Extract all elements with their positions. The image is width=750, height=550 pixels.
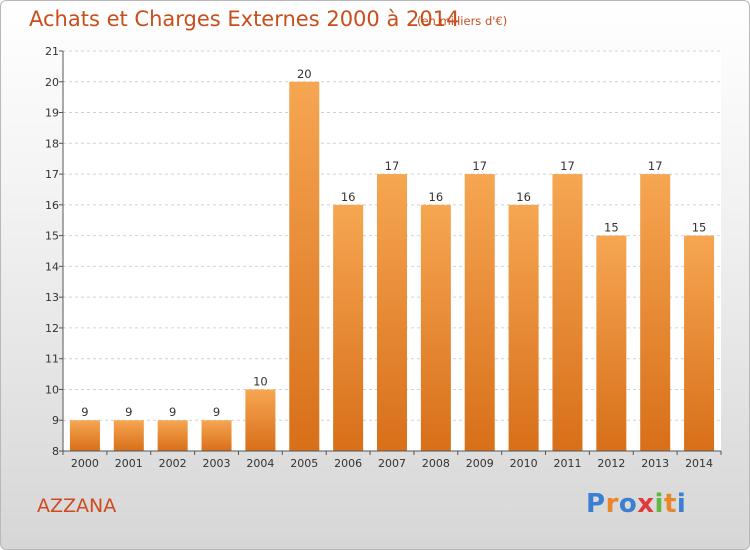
bar-2007: [377, 174, 407, 452]
bar-value-label: 16: [341, 190, 356, 204]
y-tick-label: 19: [45, 107, 59, 120]
x-tick-label: 2009: [466, 457, 494, 470]
logo-letter: o: [618, 489, 638, 519]
logo-letter: P: [586, 489, 606, 519]
bar-2013: [640, 174, 671, 452]
y-tick-label: 14: [45, 260, 59, 273]
y-tick-label: 12: [45, 322, 59, 335]
x-tick-label: 2014: [685, 457, 713, 470]
x-tick-label: 2005: [290, 457, 318, 470]
bar-2001: [113, 420, 144, 451]
logo-letter: x: [637, 489, 655, 519]
y-tick-label: 10: [45, 383, 59, 396]
x-tick-label: 2006: [334, 457, 362, 470]
bar-2014: [684, 235, 715, 451]
bar-2012: [596, 235, 627, 451]
bar-2000: [69, 420, 100, 451]
bar-value-label: 9: [125, 405, 132, 419]
bar-value-label: 9: [81, 405, 88, 419]
x-tick-label: 2010: [510, 457, 538, 470]
x-tick-label: 2013: [641, 457, 669, 470]
y-tick-label: 16: [45, 199, 59, 212]
bar-value-label: 9: [213, 405, 220, 419]
y-tick-label: 9: [52, 414, 59, 427]
y-tick-label: 20: [45, 76, 59, 89]
x-tick-label: 2004: [246, 457, 274, 470]
axes: [62, 51, 721, 452]
y-tick-label: 13: [45, 291, 59, 304]
bar-value-label: 16: [516, 190, 531, 204]
bar-2004: [245, 389, 276, 451]
chart-title: Achats et Charges Externes 2000 à 2014: [29, 7, 460, 31]
bar-value-labels: 9 9 9 9 10 20 16 17 16 17 16 17 15 17 15: [81, 67, 706, 419]
x-tick-label: 2012: [597, 457, 625, 470]
bar-2010: [508, 204, 539, 451]
y-tick-label: 8: [52, 445, 59, 458]
logo-letter: i: [654, 489, 664, 519]
logo-letter: r: [605, 489, 619, 519]
x-axis-ticks: 2000 2001 2002 2003 2004 2005 2006 2007 2008 2009…: [62, 451, 722, 470]
bar-value-label: 15: [604, 221, 619, 235]
bar-2003: [201, 420, 232, 451]
bars: [69, 81, 715, 452]
x-tick-label: 2008: [422, 457, 450, 470]
bar-2002: [157, 420, 188, 451]
bar-2006: [333, 204, 364, 451]
x-tick-label: 2001: [115, 457, 143, 470]
x-tick-label: 2002: [159, 457, 187, 470]
x-tick-label: 2011: [553, 457, 581, 470]
bar-value-label: 17: [472, 159, 487, 173]
chart-subtitle: (en milliers d'€): [417, 14, 508, 28]
x-tick-label: 2000: [71, 457, 99, 470]
bar-value-label: 15: [692, 221, 707, 235]
y-tick-label: 15: [45, 230, 59, 243]
logo-letter: i: [676, 489, 687, 519]
bar-2005: [289, 81, 320, 452]
x-tick-label: 2007: [378, 457, 406, 470]
bar-value-label: 17: [648, 159, 663, 173]
bar-value-label: 10: [253, 374, 268, 388]
bar-value-label: 17: [560, 159, 575, 173]
y-tick-label: 18: [45, 137, 59, 150]
bar-2011: [552, 174, 583, 452]
bar-value-label: 17: [385, 159, 400, 173]
logo-letter: t: [663, 489, 677, 519]
x-tick-label: 2003: [203, 457, 231, 470]
y-tick-label: 11: [45, 353, 59, 366]
bar-2008: [420, 204, 451, 451]
bar-value-label: 20: [297, 67, 312, 81]
bar-value-label: 9: [169, 405, 176, 419]
bar-2009: [464, 174, 495, 452]
bar-value-label: 16: [429, 190, 444, 204]
commune-name: AZZANA: [37, 495, 117, 517]
y-tick-label: 17: [45, 168, 59, 181]
proxiti-logo: Proxiti: [586, 489, 686, 519]
y-tick-label: 21: [45, 45, 59, 58]
y-axis-ticks: 8 9 10 11 12 13 14 15 16 17 18 19 20 21: [45, 45, 63, 458]
